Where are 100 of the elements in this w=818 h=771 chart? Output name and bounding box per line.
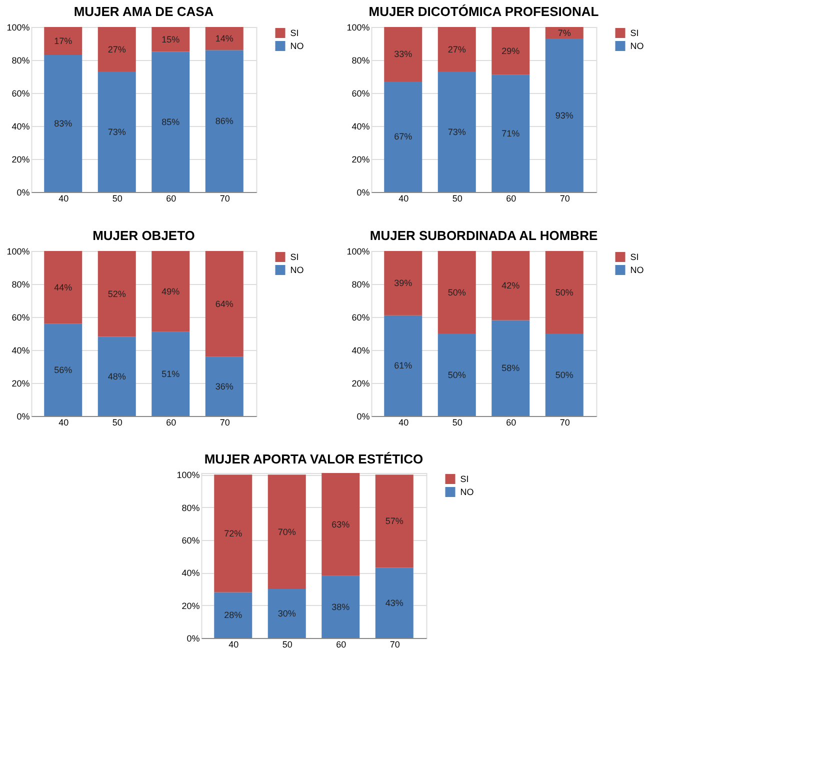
y-tick-label: 0% [16,412,30,422]
legend-label: SI [630,28,639,38]
x-tick-label: 60 [336,640,346,650]
data-label: 42% [502,280,520,291]
y-tick-label: 60% [12,88,30,98]
y-tick-label: 40% [352,346,370,356]
y-tick-label: 80% [12,280,30,290]
data-label: 17% [54,36,72,46]
y-tick-label: 100% [6,246,30,256]
y-tick-label: 80% [352,280,370,290]
x-tick-label: 60 [166,194,176,204]
legend-label: NO [290,41,304,51]
bar [44,55,82,192]
data-label: 93% [555,110,574,120]
data-label: 64% [215,298,234,309]
data-label: 48% [108,371,126,382]
data-label: 58% [502,363,520,374]
bar [492,74,530,192]
chart-title: MUJER APORTA VALOR ESTÉTICO [204,452,424,467]
data-label: 27% [448,44,466,54]
bar [205,251,244,357]
bar [214,474,252,592]
y-tick-label: 100% [6,22,30,32]
legend-label: NO [630,265,644,275]
legend-label: NO [630,41,644,51]
data-label: 50% [448,370,466,380]
data-label: 28% [224,610,242,620]
data-label: 72% [224,528,242,538]
data-label: 61% [394,360,412,371]
y-tick-label: 0% [186,634,200,644]
data-label: 30% [278,608,296,618]
x-tick-label: 40 [58,194,69,204]
bar [438,27,476,72]
bar [492,320,530,416]
y-tick-label: 40% [12,122,30,132]
data-label: 50% [555,287,574,298]
chart-title: MUJER AMA DE CASA [74,4,214,19]
bar [545,334,584,416]
bar [152,251,190,332]
data-label: 43% [385,598,404,608]
x-tick-label: 40 [398,418,409,428]
x-tick-label: 40 [398,194,409,204]
bar [152,27,190,52]
x-tick-label: 50 [452,418,462,428]
bar [545,38,584,192]
y-tick-label: 20% [352,154,370,164]
bar [98,336,136,416]
x-tick-label: 70 [220,418,230,428]
bar [205,356,244,416]
x-tick-label: 70 [390,640,400,650]
bar [268,588,306,638]
y-tick-label: 0% [356,188,370,198]
bar [98,72,136,192]
data-label: 86% [215,116,234,126]
y-tick-label: 40% [12,346,30,356]
data-label: 63% [332,519,350,530]
y-tick-label: 60% [352,312,370,322]
chart-title: MUJER OBJETO [92,228,195,243]
data-label: 56% [54,364,72,375]
data-label: 33% [394,49,412,60]
y-tick-label: 100% [346,22,370,32]
bar [545,27,584,39]
bar [44,27,82,56]
data-label: 36% [215,381,234,392]
y-tick-label: 60% [182,535,200,546]
data-label: 73% [108,126,126,137]
bar [44,251,82,324]
data-label: 15% [162,34,180,44]
data-label: 51% [162,368,180,379]
data-label: 52% [108,288,126,299]
bar [492,251,530,320]
data-label: 50% [448,287,466,298]
legend-label: NO [290,265,304,275]
data-label: 27% [108,44,126,54]
bar [384,81,422,192]
legend-label: SI [290,252,299,262]
data-label: 7% [558,28,571,38]
bar [152,52,190,192]
bar [438,72,476,192]
data-label: 49% [162,286,180,296]
data-label: 83% [54,118,72,129]
y-tick-label: 80% [182,502,200,513]
data-label: 67% [394,132,412,142]
bar [492,27,530,75]
x-tick-label: 40 [228,640,239,650]
x-tick-label: 60 [506,418,516,428]
legend-label: NO [460,487,474,497]
bar [268,474,306,589]
bar [152,332,190,416]
data-label: 39% [394,278,412,288]
bar [205,27,244,50]
x-tick-label: 70 [560,418,570,428]
bar [375,474,414,568]
y-tick-label: 40% [182,568,200,578]
bar [44,324,82,416]
data-label: 71% [502,128,520,138]
x-tick-label: 50 [112,418,122,428]
y-tick-label: 20% [12,378,30,388]
bar [384,315,422,416]
bar [205,50,244,192]
